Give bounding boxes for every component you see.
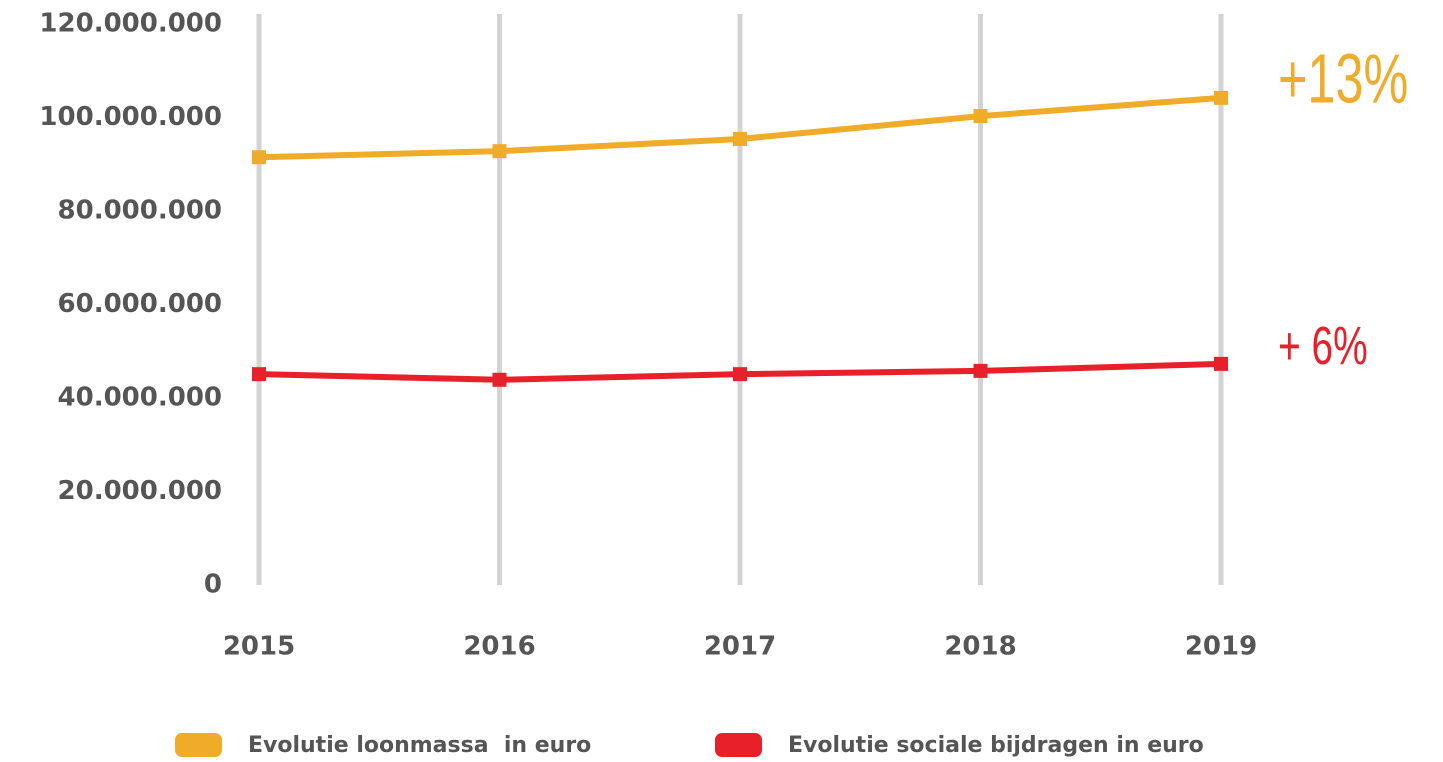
point-marker [1214, 356, 1228, 371]
legend-label: Evolutie sociale bijdragen in euro [788, 733, 1204, 758]
x-tick-label: 2015 [223, 632, 295, 662]
x-tick-label: 2017 [704, 632, 776, 662]
legend-label: Evolutie loonmassa in euro [248, 733, 591, 758]
y-tick-label: 120.000.000 [39, 9, 222, 39]
point-marker [733, 132, 747, 147]
point-marker [252, 150, 266, 165]
annotation: + 6% [1278, 315, 1368, 376]
point-marker [973, 363, 988, 378]
point-marker [1214, 90, 1228, 105]
x-tick-label: 2018 [944, 632, 1016, 662]
x-tick-label: 2016 [463, 632, 535, 662]
y-tick-label: 100.000.000 [39, 102, 222, 132]
y-tick-label: 60.000.000 [58, 289, 222, 319]
legend-swatch [715, 733, 762, 757]
y-tick-label: 40.000.000 [58, 383, 222, 413]
y-tick-label: 20.000.000 [58, 476, 222, 506]
point-marker [492, 144, 507, 159]
point-marker [973, 109, 988, 124]
y-tick-label: 80.000.000 [58, 196, 222, 226]
point-marker [492, 372, 507, 387]
point-marker [733, 367, 747, 382]
legend-swatch [175, 733, 222, 757]
x-tick-label: 2019 [1185, 632, 1257, 662]
annotation: +13% [1278, 39, 1408, 117]
y-tick-label: 0 [204, 570, 222, 600]
point-marker [252, 367, 266, 382]
